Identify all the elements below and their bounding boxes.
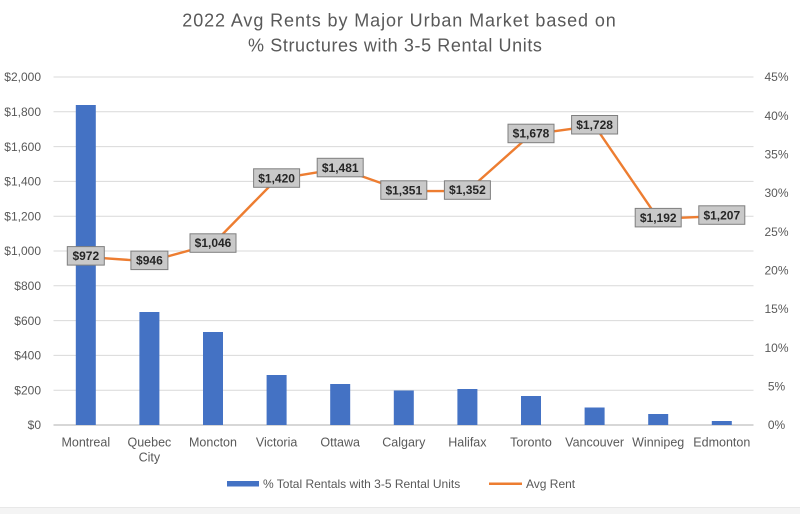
svg-text:20%: 20%: [764, 264, 788, 278]
svg-text:Avg Rent: Avg Rent: [526, 477, 576, 491]
svg-text:$1,678: $1,678: [513, 127, 550, 141]
svg-text:2022 Avg Rents by Major Urban: 2022 Avg Rents by Major Urban Market bas…: [182, 11, 616, 31]
svg-text:5%: 5%: [768, 380, 786, 394]
svg-text:$200: $200: [14, 383, 41, 397]
svg-text:$1,800: $1,800: [4, 105, 41, 119]
svg-text:Montreal: Montreal: [61, 436, 110, 450]
svg-text:Victoria: Victoria: [256, 436, 298, 450]
svg-text:$800: $800: [14, 279, 41, 293]
svg-text:$1,207: $1,207: [703, 208, 740, 222]
svg-text:Winnipeg: Winnipeg: [632, 436, 684, 450]
svg-text:Edmonton: Edmonton: [693, 436, 750, 450]
svg-text:$972: $972: [72, 249, 99, 263]
svg-text:Vancouver: Vancouver: [565, 436, 624, 450]
svg-text:$600: $600: [14, 314, 41, 328]
svg-text:$1,192: $1,192: [640, 211, 677, 225]
svg-text:$1,420: $1,420: [258, 171, 295, 185]
svg-text:City: City: [139, 451, 161, 465]
svg-text:$400: $400: [14, 349, 41, 363]
svg-text:Toronto: Toronto: [510, 436, 552, 450]
svg-text:$1,000: $1,000: [4, 244, 41, 258]
svg-text:30%: 30%: [764, 186, 788, 200]
svg-text:Halifax: Halifax: [448, 436, 487, 450]
svg-text:$1,200: $1,200: [4, 210, 41, 224]
svg-text:Calgary: Calgary: [382, 436, 426, 450]
svg-text:$1,728: $1,728: [576, 118, 613, 132]
svg-text:0%: 0%: [768, 418, 786, 432]
svg-text:$0: $0: [28, 418, 42, 432]
svg-text:$1,400: $1,400: [4, 175, 41, 189]
svg-text:15%: 15%: [764, 302, 788, 316]
svg-text:$946: $946: [136, 254, 163, 268]
svg-text:45%: 45%: [764, 70, 788, 84]
svg-text:40%: 40%: [764, 109, 788, 123]
svg-text:$1,351: $1,351: [385, 183, 422, 197]
svg-text:Quebec: Quebec: [128, 436, 172, 450]
svg-text:$2,000: $2,000: [4, 70, 41, 84]
svg-text:$1,352: $1,352: [449, 183, 486, 197]
svg-text:35%: 35%: [764, 148, 788, 162]
svg-text:% Total Rentals with 3-5 Renta: % Total Rentals with 3-5 Rental Units: [263, 477, 460, 491]
svg-text:Ottawa: Ottawa: [320, 436, 360, 450]
svg-text:25%: 25%: [764, 225, 788, 239]
svg-text:$1,481: $1,481: [322, 161, 359, 175]
svg-text:% Structures with 3-5 Rental U: % Structures with 3-5 Rental Units: [248, 36, 543, 56]
svg-text:$1,046: $1,046: [195, 236, 232, 250]
svg-text:10%: 10%: [764, 341, 788, 355]
svg-text:$1,600: $1,600: [4, 140, 41, 154]
svg-text:Moncton: Moncton: [189, 436, 237, 450]
